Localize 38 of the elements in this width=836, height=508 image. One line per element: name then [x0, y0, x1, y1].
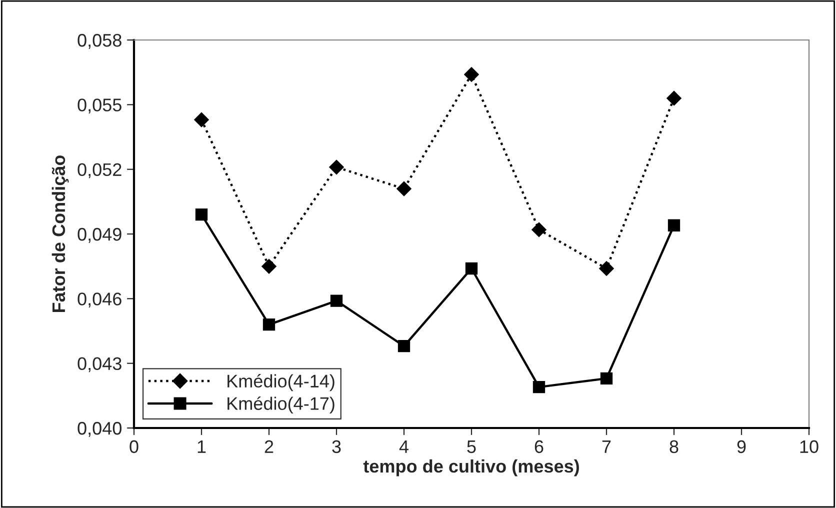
point	[666, 90, 682, 106]
x-tick-label: 1	[198, 440, 206, 453]
x-tick-label: 10	[800, 440, 818, 454]
y-tick-label: 0,055	[78, 98, 122, 114]
point	[599, 261, 614, 276]
point	[396, 181, 412, 196]
point	[464, 67, 479, 82]
x-tick-label: 2	[264, 440, 274, 453]
x-axis-title: tempo de cultivo (meses)	[363, 459, 579, 476]
point	[600, 372, 613, 384]
point	[465, 262, 478, 275]
y-tick-label: 0,043	[78, 357, 122, 372]
point	[532, 222, 546, 238]
y-axis-title: Fator de Condição	[52, 155, 69, 312]
y-tick-label: 0,046	[78, 292, 122, 308]
y-tick-label: 0,052	[78, 163, 122, 178]
x-tick-label: 3	[332, 440, 341, 454]
x-tick-label: 0	[130, 440, 138, 454]
x-tick-label: 6	[534, 440, 544, 454]
x-tick-label: 5	[467, 440, 476, 454]
point	[195, 208, 208, 221]
point	[532, 380, 546, 394]
x-tick-label: 8	[670, 440, 678, 454]
x-tick-label: 4	[399, 440, 408, 453]
point	[329, 160, 344, 175]
point	[668, 219, 680, 232]
x-tick-label: 9	[737, 440, 746, 454]
legend-label: Kmédio(4-14)	[228, 374, 334, 392]
point	[262, 318, 276, 331]
y-tick-label: 0,049	[78, 228, 122, 243]
y-tick-label: 0,058	[78, 34, 122, 49]
y-tick-label: 0,040	[78, 422, 122, 437]
x-tick-label: 7	[602, 440, 611, 453]
point	[398, 340, 410, 352]
point	[194, 112, 209, 128]
point	[262, 258, 276, 274]
legend-label: Kmédio(4-17)	[228, 396, 334, 414]
point	[330, 294, 343, 307]
